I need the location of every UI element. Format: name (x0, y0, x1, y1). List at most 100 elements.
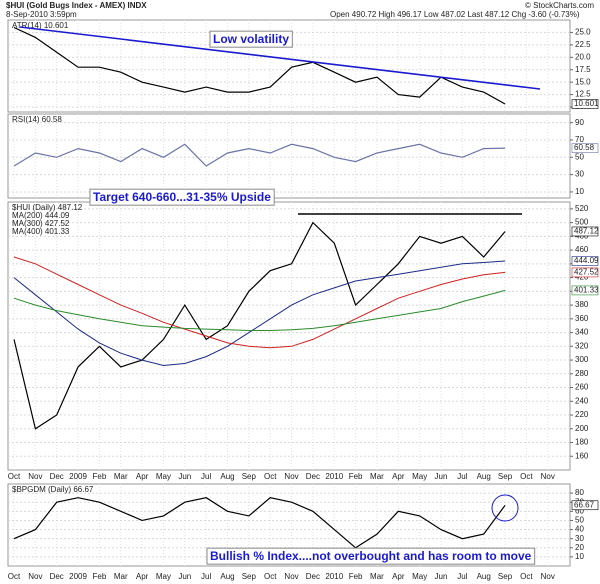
annotation: Low volatility (213, 32, 289, 46)
y-tick-label: 10 (575, 187, 584, 196)
x-tick-label: 2009 (69, 572, 87, 581)
annotation: Target 640-660...31-35% Upside (93, 190, 271, 204)
x-tick-label: Aug (477, 572, 491, 581)
x-tick-label: Apr (392, 472, 405, 481)
x-tick-label: Nov (284, 472, 298, 481)
x-tick-label: Nov (541, 572, 555, 581)
x-tick-label: Apr (136, 572, 149, 581)
y-tick-label: 160 (575, 451, 589, 460)
y-tick-label: 17.5 (575, 65, 591, 74)
series-line (13, 260, 506, 367)
y-tick-label: 500 (575, 218, 589, 227)
x-tick-label: Jul (457, 572, 467, 581)
x-tick-label: Sep (242, 472, 257, 481)
y-tick-label: 300 (575, 355, 589, 364)
y-tick-label: 12.5 (575, 90, 591, 99)
value-label: 66.67 (574, 500, 595, 509)
x-tick-label: Mar (114, 472, 128, 481)
chart-title: $HUI (Gold Bugs Index - AMEX) INDX (6, 1, 147, 10)
x-tick-label: Apr (136, 472, 149, 481)
x-tick-label: Dec (306, 572, 320, 581)
x-tick-label: Dec (306, 472, 320, 481)
x-tick-label: Sep (498, 572, 513, 581)
value-label: 10.601 (574, 99, 599, 108)
x-tick-label: May (412, 472, 427, 481)
x-tick-label: 2010 (325, 572, 343, 581)
value-label: 427.52 (574, 268, 599, 277)
x-tick-label: Oct (8, 472, 21, 481)
legend-entry: $BPGDM (Daily) 66.67 (12, 485, 94, 494)
y-tick-label: 30 (575, 170, 584, 179)
x-tick-label: Jun (435, 572, 448, 581)
annotation: Bullish % Index....not overbought and ha… (210, 549, 532, 563)
y-tick-label: 20.0 (575, 52, 591, 61)
value-box (571, 500, 599, 511)
y-tick-label: 340 (575, 328, 589, 337)
x-tick-label: Oct (520, 572, 533, 581)
legend-entry: ATR(14) 10.601 (12, 21, 69, 30)
x-tick-label: Jun (178, 572, 191, 581)
x-tick-label: Jun (435, 472, 448, 481)
x-tick-label: 2010 (325, 472, 343, 481)
x-tick-label: Nov (28, 472, 42, 481)
y-tick-label: 70 (575, 135, 584, 144)
series-line (13, 497, 506, 549)
y-tick-label: 180 (575, 438, 589, 447)
x-tick-label: Mar (114, 572, 128, 581)
x-tick-label: May (156, 472, 171, 481)
legend-entry: $HUI (Daily) 487.12 (12, 203, 83, 212)
value-box (571, 99, 599, 109)
legend-entry: MA(300) 427.52 (12, 219, 70, 228)
value-box (571, 285, 599, 296)
legend-entry: RSI(14) 60.58 (12, 115, 62, 124)
x-tick-label: Oct (520, 472, 533, 481)
x-tick-label: Aug (220, 572, 234, 581)
y-tick-label: 20 (575, 543, 584, 552)
x-tick-label: Sep (498, 472, 513, 481)
x-tick-label: Feb (93, 472, 107, 481)
x-tick-label: Feb (93, 572, 107, 581)
y-tick-label: 25.0 (575, 28, 591, 37)
legend-entry: MA(400) 401.33 (12, 227, 70, 236)
x-tick-label: May (412, 572, 427, 581)
value-label: 487.12 (574, 227, 599, 236)
value-box (571, 226, 599, 237)
y-tick-label: 260 (575, 383, 589, 392)
x-tick-label: Oct (264, 472, 277, 481)
y-tick-label: 10 (575, 552, 584, 561)
y-tick-label: 360 (575, 314, 589, 323)
y-tick-label: 240 (575, 396, 589, 405)
x-tick-label: Jul (201, 572, 211, 581)
credit: © StockCharts.com (525, 1, 594, 10)
x-tick-label: 2009 (69, 472, 87, 481)
y-tick-label: 200 (575, 424, 589, 433)
y-tick-label: 90 (575, 118, 584, 127)
value-label: 60.58 (574, 143, 595, 152)
annotation-box (209, 30, 293, 48)
x-tick-label: Jul (457, 472, 467, 481)
series-line (13, 289, 506, 331)
quote: Open 490.72 High 496.17 Low 487.02 Last … (330, 10, 580, 19)
x-tick-label: Sep (242, 572, 257, 581)
x-tick-label: Apr (392, 572, 405, 581)
date: 8-Sep-2010 3:59pm (6, 10, 77, 19)
legend-entry: MA(200) 444.09 (12, 211, 70, 220)
x-tick-label: Feb (349, 472, 363, 481)
value-box (571, 143, 599, 153)
y-tick-label: 15.0 (575, 77, 591, 86)
x-tick-label: Aug (477, 472, 491, 481)
y-tick-label: 80 (575, 488, 584, 497)
x-tick-label: Jul (201, 472, 211, 481)
series-line (13, 221, 506, 430)
x-tick-label: May (156, 572, 171, 581)
y-tick-label: 40 (575, 525, 584, 534)
x-tick-label: Nov (28, 572, 42, 581)
annotation-box (89, 188, 275, 206)
value-label: 401.33 (574, 286, 599, 295)
trend-line (19, 26, 541, 90)
x-tick-label: Dec (50, 572, 64, 581)
value-box (571, 267, 599, 278)
x-tick-label: Mar (370, 472, 384, 481)
y-tick-label: 50 (575, 152, 584, 161)
